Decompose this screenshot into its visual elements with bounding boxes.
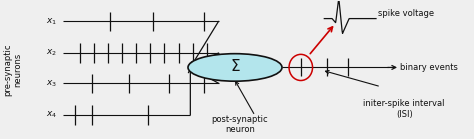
Text: $\Sigma$: $\Sigma$ (230, 58, 240, 74)
Text: $x_{2}$: $x_{2}$ (46, 48, 57, 58)
Text: $x_{1}$: $x_{1}$ (46, 16, 57, 27)
Text: post-synaptic
neuron: post-synaptic neuron (211, 115, 268, 134)
Text: pre-synaptic
neurons: pre-synaptic neurons (3, 43, 22, 96)
Text: initer-spike interval
(ISI): initer-spike interval (ISI) (364, 99, 445, 119)
Text: spike voltage: spike voltage (378, 9, 435, 18)
Text: $x_{3}$: $x_{3}$ (46, 78, 57, 89)
Text: $x_{4}$: $x_{4}$ (46, 110, 57, 120)
Circle shape (188, 54, 282, 81)
Text: binary events: binary events (400, 63, 457, 72)
